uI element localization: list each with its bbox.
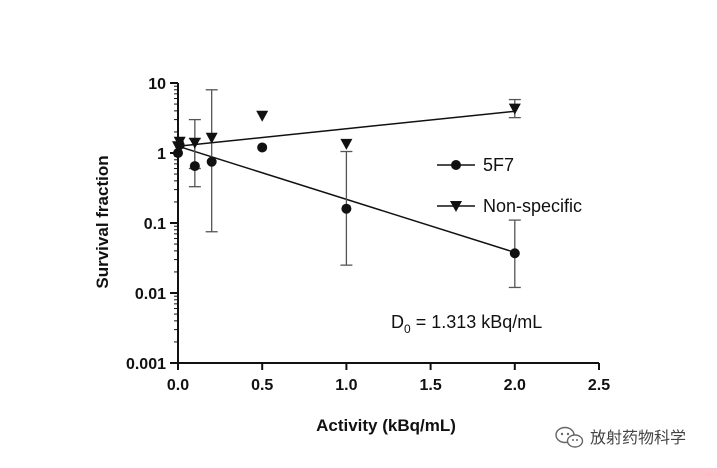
legend-label-5f7: 5F7 <box>483 155 514 175</box>
x-tick-label: 2.5 <box>588 377 610 394</box>
point-non-specific <box>173 136 186 148</box>
legend-marker-5f7 <box>451 160 461 170</box>
point-non-specific <box>205 132 218 144</box>
point-5f7 <box>189 161 200 172</box>
watermark-text: 放射药物科学 <box>590 428 686 447</box>
y-axis-title: Survival fraction <box>93 155 112 288</box>
fit-line-non-specific <box>177 110 515 147</box>
data-markers <box>172 103 521 259</box>
legend: 5F7 Non-specific <box>437 155 582 216</box>
y-tick-label: 10 <box>148 76 166 93</box>
x-tick-label: 0.0 <box>167 377 189 394</box>
point-5f7 <box>173 148 183 158</box>
point-non-specific <box>256 110 269 122</box>
point-5f7 <box>509 248 520 259</box>
y-tick-label: 1 <box>157 146 166 163</box>
axes: 0.0 0.5 1.0 1.5 2.0 2.5 0.001 0.01 0.1 1 10 <box>126 76 610 394</box>
legend-marker-non-specific <box>450 201 462 212</box>
point-non-specific <box>340 138 353 150</box>
d0-annotation: D0 = 1.313 kBq/mL <box>391 312 542 336</box>
point-5f7 <box>341 203 352 214</box>
y-tick-label: 0.001 <box>126 356 166 373</box>
x-tick-label: 0.5 <box>251 377 273 394</box>
watermark: 放射药物科学 <box>555 426 686 448</box>
legend-label-non-specific: Non-specific <box>483 196 582 216</box>
legend-item-non-specific: Non-specific <box>437 196 582 216</box>
d0-subscript: 0 <box>404 322 411 336</box>
d0-value: = 1.313 kBq/mL <box>411 312 543 332</box>
x-tick-label: 1.0 <box>335 377 357 394</box>
x-ticks: 0.0 0.5 1.0 1.5 2.0 2.5 <box>167 363 610 394</box>
y-ticks: 0.001 0.01 0.1 1 10 <box>126 76 178 373</box>
x-tick-label: 1.5 <box>419 377 441 394</box>
error-bars <box>188 89 521 289</box>
wechat-icon <box>555 426 584 448</box>
legend-item-5f7: 5F7 <box>437 155 514 175</box>
y-tick-label: 0.01 <box>135 286 166 303</box>
x-axis-title: Activity (kBq/mL) <box>316 416 456 435</box>
x-tick-label: 2.0 <box>504 377 526 394</box>
y-tick-label: 0.1 <box>144 216 166 233</box>
point-5f7 <box>257 142 268 153</box>
point-non-specific <box>508 103 521 115</box>
d0-symbol: D <box>391 312 404 332</box>
point-non-specific <box>188 137 201 149</box>
point-5f7 <box>206 156 217 167</box>
